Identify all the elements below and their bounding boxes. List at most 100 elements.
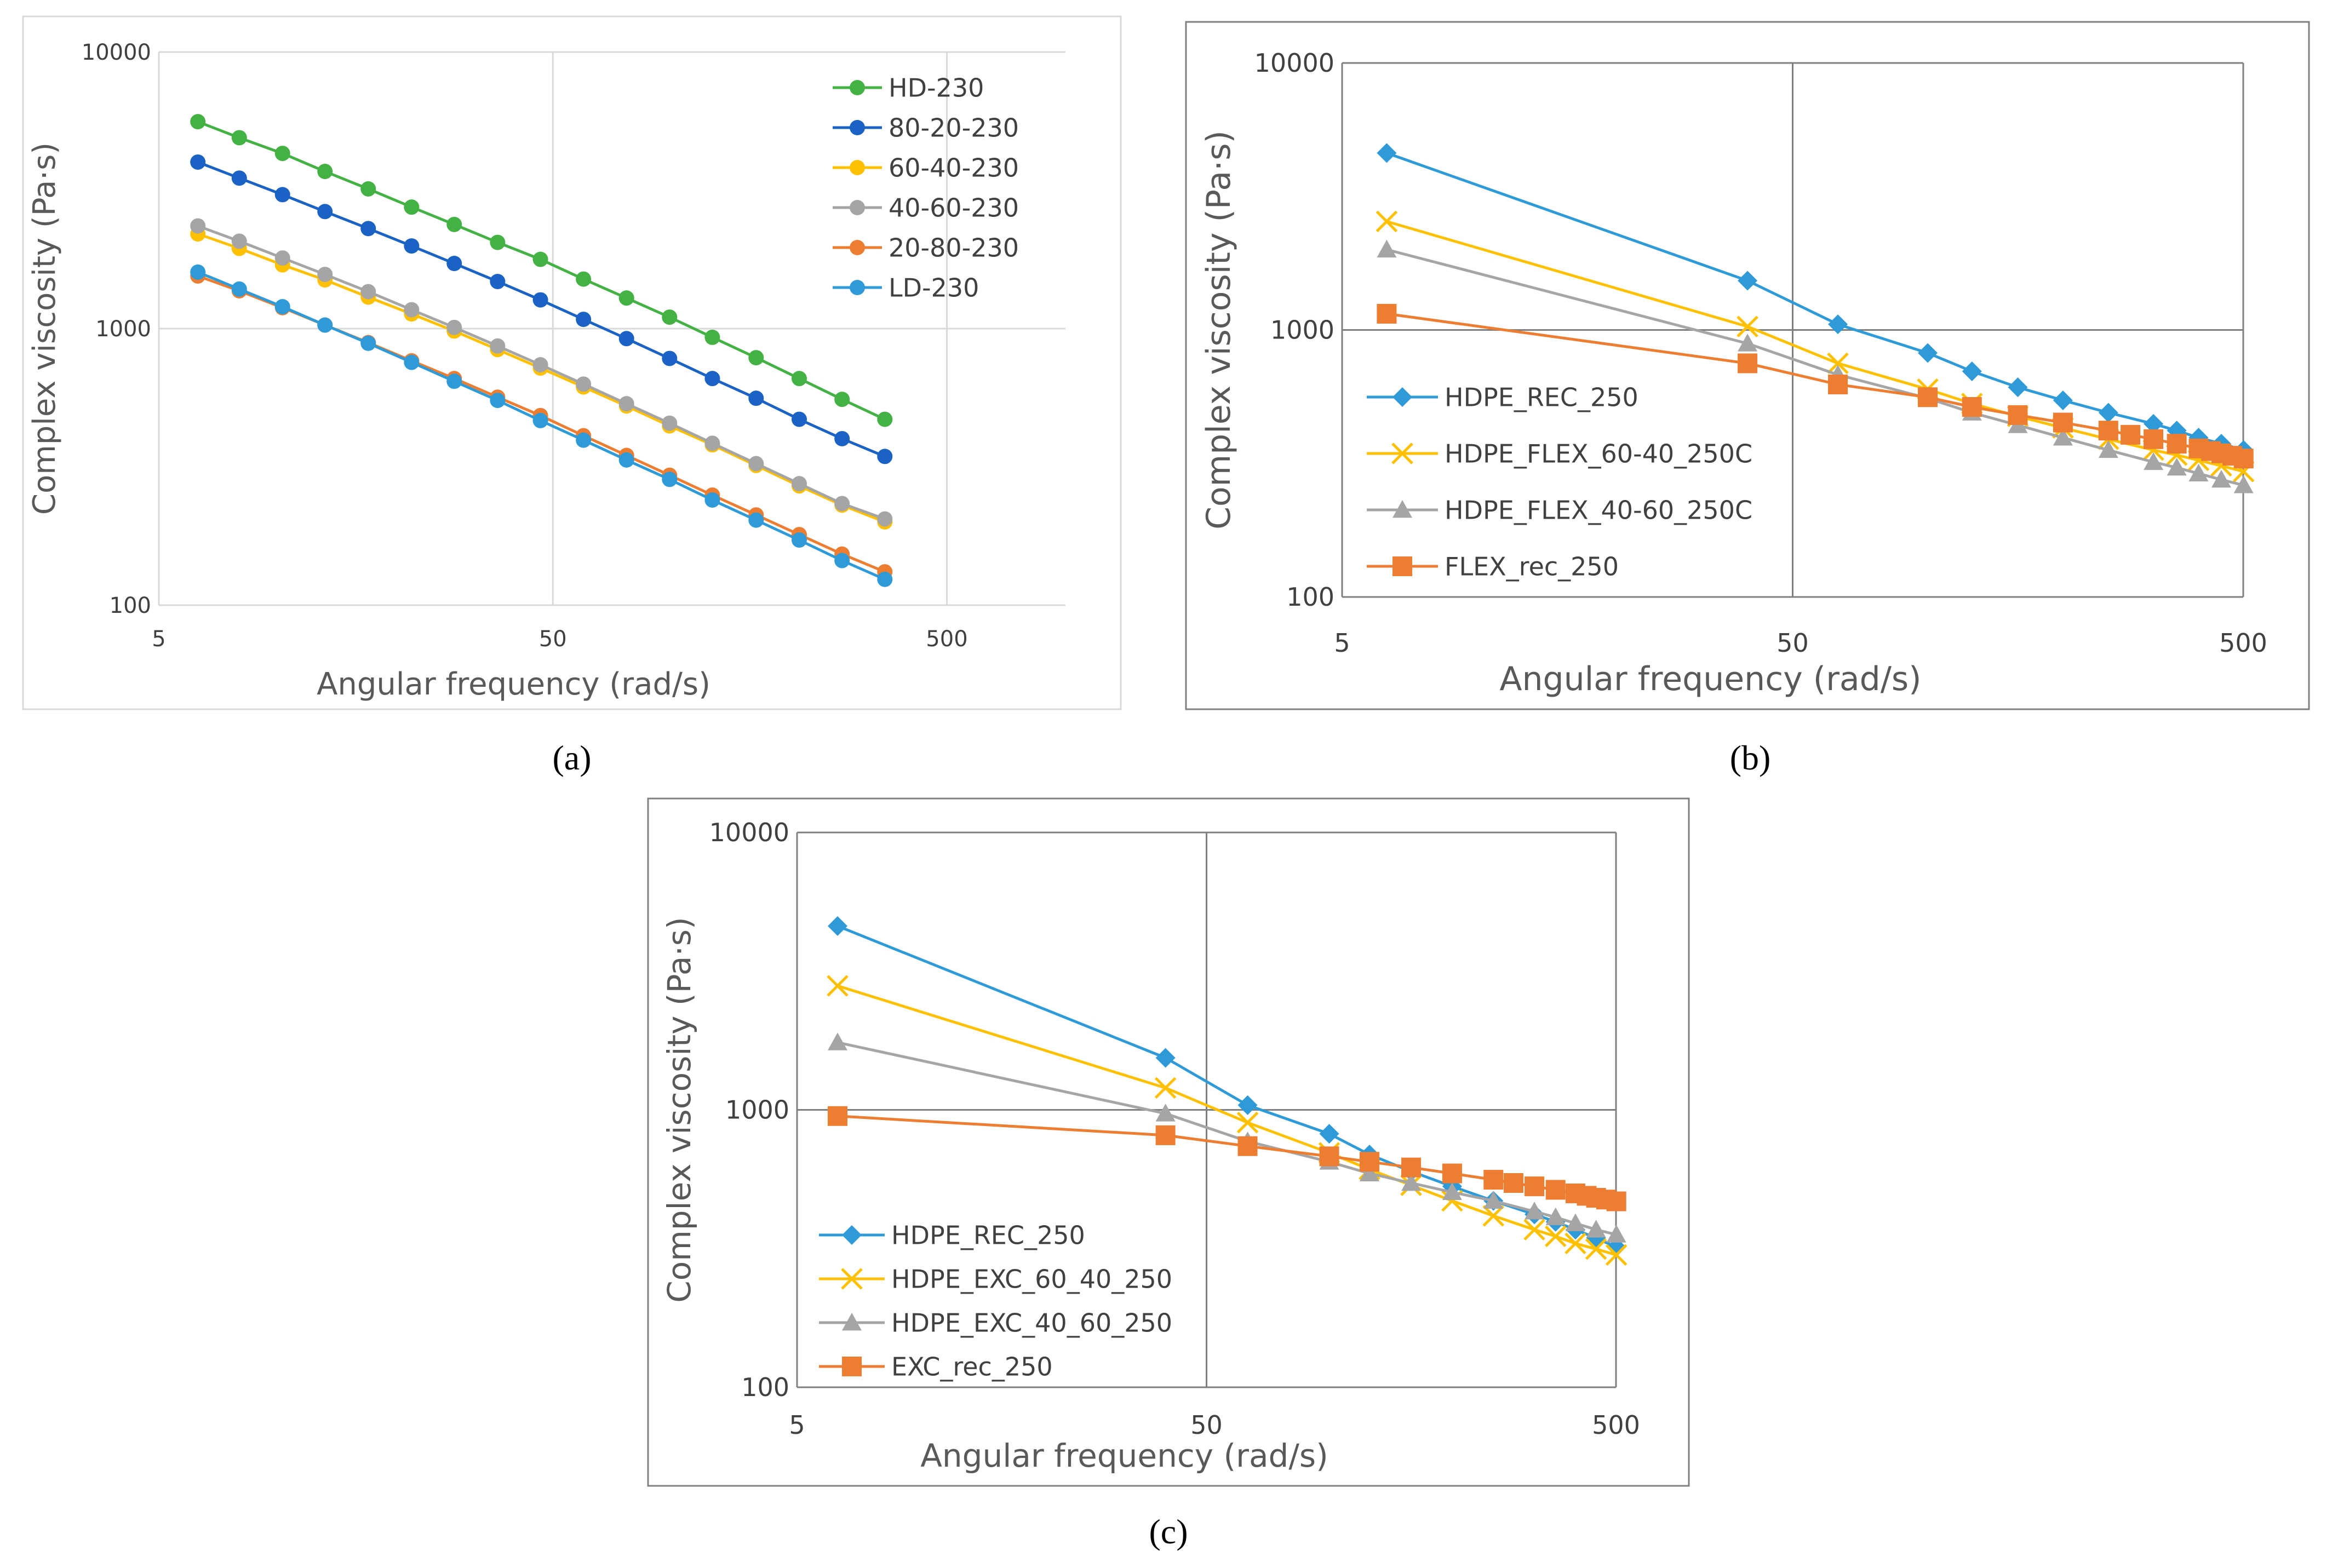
panel-a-series-3-point-6 bbox=[446, 319, 462, 335]
panel-b-xtick-label-2: 500 bbox=[2219, 628, 2267, 658]
panel-b-xtick-label-1: 50 bbox=[1777, 628, 1809, 658]
panel-c-legend-marker-3 bbox=[842, 1357, 862, 1376]
panel-b-series-3-point-8 bbox=[2121, 424, 2141, 445]
panel-b-series-2-point-8 bbox=[2144, 452, 2164, 470]
panel-a-series-5-point-6 bbox=[446, 374, 462, 389]
panel-c-series-1-point-0 bbox=[827, 975, 849, 997]
panel-b-series-0-point-0 bbox=[1377, 143, 1397, 163]
panel-a-series-5-point-11 bbox=[662, 472, 678, 487]
panel-a-legend-marker-2 bbox=[850, 160, 865, 175]
panel-c-series-1-point-11-stroke2 bbox=[1585, 1238, 1607, 1260]
panel-a-series-1-point-3 bbox=[317, 204, 333, 220]
panel-c-series-1-point-2 bbox=[1236, 1111, 1259, 1134]
panel-b-series-3-point-7 bbox=[2098, 421, 2118, 441]
panel-c-series-3-point-5 bbox=[1401, 1157, 1422, 1178]
panel-b-plot: 100 1000 10000 5 50 500 Angular frequency (rad… bbox=[1200, 48, 2267, 698]
panel-c-legend-label-3: EXC_rec_250 bbox=[891, 1352, 1053, 1382]
panel-c-series-0-point-2 bbox=[1237, 1095, 1258, 1115]
panel-a-series-1-point-6 bbox=[446, 256, 462, 272]
panel-a-series-0-point-15 bbox=[834, 392, 850, 407]
panel-a-series-5-point-16 bbox=[877, 571, 893, 587]
panel-b-series-2-point-6 bbox=[2053, 428, 2073, 446]
panel-c-series-2-point-7 bbox=[1483, 1191, 1504, 1209]
panel-a-legend-marker-0 bbox=[850, 80, 865, 95]
panel-a-series-5-point-0 bbox=[190, 264, 206, 280]
panel-c-series-1-point-10 bbox=[1565, 1232, 1586, 1255]
panel-c-legend-label-0: HDPE_REC_250 bbox=[891, 1221, 1085, 1250]
panel-a-series-5-point-7 bbox=[490, 393, 506, 409]
panel-b-series-0-point-2 bbox=[1828, 314, 1848, 335]
panel-b-legend-marker-1-stroke2 bbox=[1391, 443, 1413, 464]
panel-c-series-3-point-6 bbox=[1442, 1163, 1462, 1184]
panel-a-series-3-point-4 bbox=[360, 284, 376, 300]
panel-c-legend-marker-1-stroke2 bbox=[841, 1268, 863, 1290]
panel-a-series-1-point-11 bbox=[662, 351, 678, 366]
panel-a-series-0-point-14 bbox=[791, 371, 807, 387]
panel-c-ytick-label-1: 1000 bbox=[725, 1095, 789, 1125]
panel-a-series-3-point-14 bbox=[791, 476, 807, 492]
panel-b-legend-marker-1 bbox=[1391, 443, 1413, 464]
panel-a-series-3-point-0 bbox=[190, 218, 206, 234]
panel-c-series-0-point-1 bbox=[1155, 1048, 1176, 1068]
panel-c-xtick-label-0: 5 bbox=[789, 1410, 805, 1440]
panel-b-series-3-point-5 bbox=[2008, 405, 2028, 425]
panel-c-series-2-point-9 bbox=[1545, 1207, 1566, 1226]
panel-a-series-1-point-8 bbox=[532, 292, 548, 308]
panel-a-series-0-point-2 bbox=[274, 146, 290, 162]
panel-a-series-1-point-14 bbox=[791, 411, 807, 427]
panel-a-series-5-point-2 bbox=[274, 299, 290, 315]
panel-b-series-3-point-10 bbox=[2167, 434, 2187, 454]
panel-a-series-1-point-5 bbox=[404, 238, 420, 254]
panel-b-series-0-point-7 bbox=[2098, 403, 2118, 423]
panel-a-series-3-point-7 bbox=[490, 338, 506, 354]
panel-c-series-1-point-12-stroke2 bbox=[1605, 1244, 1628, 1266]
panel-c-legend-label-1: HDPE_EXC_60_40_250 bbox=[891, 1265, 1172, 1294]
panel-c-y-axis-title: Complex viscosity (Pa·s) bbox=[661, 917, 698, 1303]
caption-a: (a) bbox=[552, 738, 591, 777]
panel-b-legend-marker-3 bbox=[1393, 556, 1412, 576]
panel-a-legend-marker-5 bbox=[850, 280, 865, 295]
panel-a-legend-label-1: 80-20-230 bbox=[889, 113, 1019, 143]
panel-a-xtick-label-1: 50 bbox=[539, 627, 567, 652]
panel-b-xtick-label-0: 5 bbox=[1334, 628, 1350, 658]
panel-c-series-2-point-1 bbox=[1155, 1104, 1176, 1122]
panel-c-series-3-point-1 bbox=[1155, 1125, 1176, 1145]
panel-a-series-5-point-4 bbox=[360, 335, 376, 351]
panel-a-series-3-point-10 bbox=[618, 396, 634, 412]
panel-c-series-0-point-3 bbox=[1319, 1124, 1339, 1144]
panel-a-series-3-point-9 bbox=[576, 376, 592, 392]
panel-b-series-0-point-3 bbox=[1918, 343, 1938, 363]
panel-a-ytick-label-1: 1000 bbox=[95, 317, 151, 342]
panel-b-series-1-point-0 bbox=[1376, 210, 1398, 233]
panel-b-legend-label-1: HDPE_FLEX_60-40_250C bbox=[1445, 439, 1752, 469]
panel-a-frame bbox=[22, 15, 1122, 710]
panel-c-series-0-point-0 bbox=[827, 916, 847, 936]
panel-b-series-3-point-6 bbox=[2053, 412, 2073, 433]
panel-a-series-0-point-13 bbox=[748, 350, 764, 366]
panel-a-series-1-point-12 bbox=[704, 371, 720, 387]
panel-c-series-2-point-8 bbox=[1525, 1202, 1545, 1220]
panel-b-series-0-point-6 bbox=[2053, 390, 2073, 411]
panel-c-series-1-point-8-stroke2 bbox=[1523, 1219, 1545, 1240]
panel-b-series-1-point-1-stroke2 bbox=[1737, 315, 1758, 338]
panel-a-legend-marker-4 bbox=[850, 240, 865, 255]
panel-c-series-2-point-5 bbox=[1401, 1173, 1422, 1191]
panel-c-series-2-point-10 bbox=[1565, 1213, 1585, 1232]
panel-c-series-3-point-9 bbox=[1525, 1176, 1545, 1197]
panel-b-series-1-point-2-stroke2 bbox=[1827, 352, 1849, 375]
panel-a-series-3-point-11 bbox=[662, 415, 678, 431]
panel-a-series-0-point-12 bbox=[704, 329, 720, 345]
panel-b-series-1-point-2 bbox=[1827, 352, 1849, 375]
panel-c-series-3-point-15 bbox=[1606, 1191, 1626, 1211]
panel-a-series-5-point-14 bbox=[791, 532, 807, 548]
panel-b-series-2-point-10 bbox=[2188, 463, 2209, 481]
panel-a-series-3-point-3 bbox=[317, 267, 333, 283]
panel-c-series-3-point-0 bbox=[827, 1106, 847, 1126]
panel-c-series-2-point-11 bbox=[1586, 1220, 1606, 1238]
panel-b-series-0-point-8 bbox=[2144, 413, 2164, 434]
panel-a-xtick-label-2: 500 bbox=[926, 627, 967, 652]
panel-a-series-3-point-13 bbox=[748, 456, 764, 472]
panel-c-series-3-point-2 bbox=[1237, 1136, 1258, 1156]
panel-b-legend-label-3: FLEX_rec_250 bbox=[1445, 552, 1619, 582]
